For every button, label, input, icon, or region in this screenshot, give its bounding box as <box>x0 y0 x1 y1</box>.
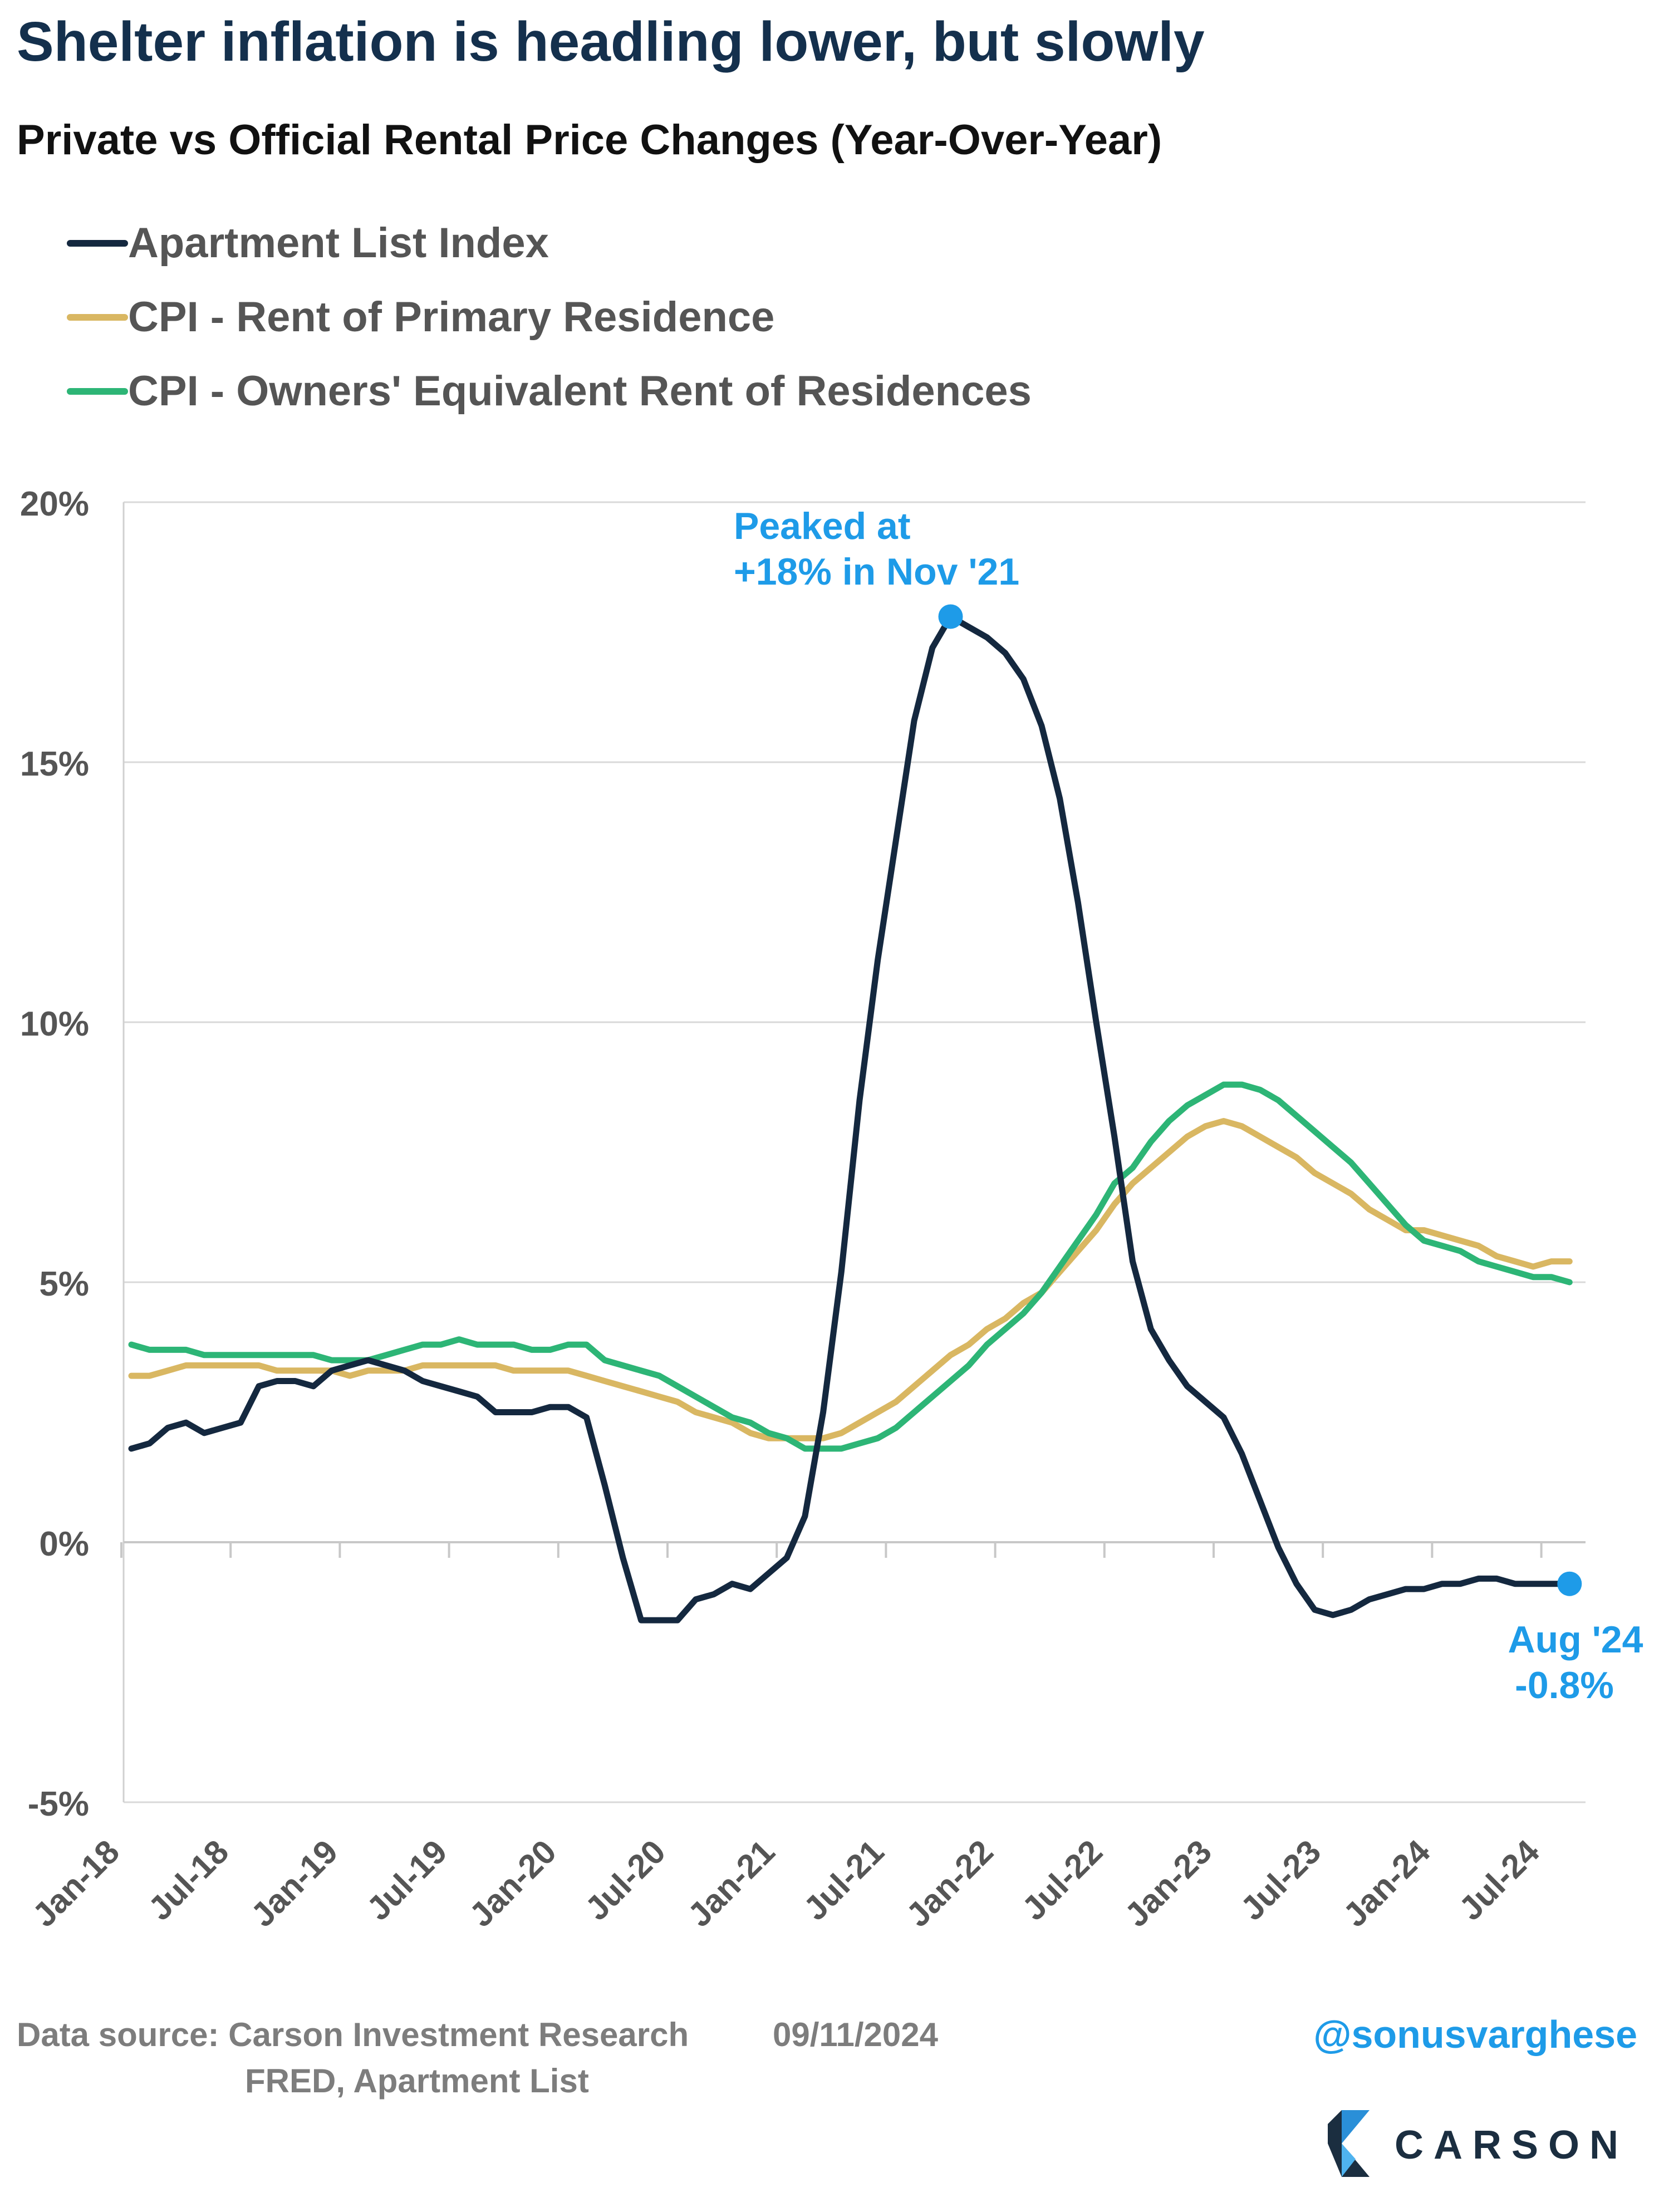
x-tick-label: Jul-24 <box>1452 1832 1547 1927</box>
legend-label-cpi-oer: CPI - Owners' Equivalent Rent of Residen… <box>128 367 1032 415</box>
peak-marker <box>938 604 963 629</box>
x-tick-label: Jan-21 <box>681 1833 782 1934</box>
annotation-label: +18% in Nov '21 <box>734 551 1019 593</box>
x-tick-label: Jul-18 <box>141 1833 235 1927</box>
legend-item-cpi-oer: CPI - Owners' Equivalent Rent of Residen… <box>67 354 1032 428</box>
series-line-apartment-list <box>128 614 1573 1624</box>
y-tick-label: 10% <box>20 1005 89 1043</box>
chart-plot: 20% 15% 10% 5% 0% -5% Jan-18 Jul-18 Jan-19 Jul-19… <box>20 485 1643 1934</box>
y-tick-label: 20% <box>20 485 89 523</box>
annotation-label: Aug '24 <box>1508 1618 1643 1661</box>
x-tick-label: Jan-22 <box>899 1833 1000 1934</box>
x-tick-label: Jan-18 <box>25 1833 126 1934</box>
legend-swatch-cpi-rent <box>67 313 128 321</box>
x-tick-label: Jan-23 <box>1117 1833 1219 1934</box>
data-source-label-2: FRED, Apartment List <box>245 2062 589 2100</box>
legend-swatch-cpi-oer <box>67 388 128 395</box>
carson-logo-icon <box>1328 2110 1370 2177</box>
legend-item-cpi-rent: CPI - Rent of Primary Residence <box>67 280 1032 354</box>
annotation-label: -0.8% <box>1515 1664 1614 1706</box>
x-tick-label: Jul-22 <box>1015 1833 1110 1927</box>
latest-marker <box>1557 1571 1582 1596</box>
legend-swatch-apartment-list <box>67 239 128 247</box>
annotation-label: Peaked at <box>734 505 911 547</box>
x-tick-label: Jul-21 <box>797 1833 891 1927</box>
y-tick-label: 15% <box>20 745 89 783</box>
data-source-label: Data source: Carson Investment Research <box>17 2016 689 2053</box>
carson-logo: CARSON <box>1311 2099 1645 2188</box>
legend-label-cpi-rent: CPI - Rent of Primary Residence <box>128 293 775 341</box>
y-tick-label: -5% <box>28 1785 89 1823</box>
y-tick-label: 5% <box>39 1265 89 1303</box>
y-tick-label: 0% <box>39 1525 89 1563</box>
chart-subtitle: Private vs Official Rental Price Changes… <box>17 116 1162 164</box>
x-tick-label: Jul-19 <box>360 1833 454 1927</box>
x-tick-label: Jul-20 <box>578 1833 673 1927</box>
x-tick-label: Jul-23 <box>1233 1833 1328 1927</box>
series-line-cpi-oer <box>128 1081 1573 1452</box>
chart-title: Shelter inflation is headling lower, but… <box>17 11 1205 73</box>
x-tick-label: Jan-20 <box>462 1833 563 1934</box>
chart-legend: Apartment List Index CPI - Rent of Prima… <box>67 206 1032 428</box>
publish-date: 09/11/2024 <box>773 2016 938 2053</box>
x-tick-label: Jan-24 <box>1336 1832 1437 1934</box>
author-handle[interactable]: @sonusvarghese <box>1313 2013 1637 2056</box>
x-tick-label: Jan-19 <box>244 1833 345 1934</box>
legend-item-apartment-list: Apartment List Index <box>67 206 1032 280</box>
carson-logo-text: CARSON <box>1395 2123 1629 2167</box>
series-line-cpi-rent <box>128 1118 1573 1441</box>
legend-label-apartment-list: Apartment List Index <box>128 219 549 267</box>
